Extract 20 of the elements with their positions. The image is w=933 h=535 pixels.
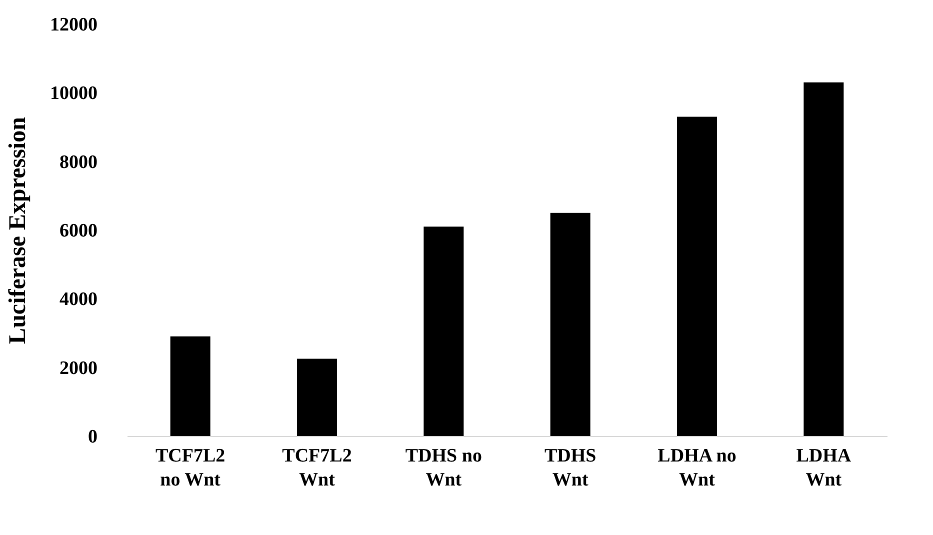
- y-tick-label: 4000: [60, 289, 98, 310]
- y-tick-label: 0: [88, 426, 98, 448]
- bar: [550, 212, 590, 436]
- bar: [170, 336, 210, 436]
- y-tick-label: 2000: [60, 358, 98, 379]
- bar: [424, 226, 464, 436]
- x-tick-label: LDHA Wnt: [796, 446, 852, 490]
- y-tick-label: 8000: [60, 152, 98, 173]
- y-tick-label: 6000: [60, 220, 98, 242]
- bar: [804, 82, 844, 436]
- x-tick-label: TDHS Wnt: [544, 446, 596, 490]
- y-tick-label: 10000: [50, 83, 98, 104]
- x-tick-label: TDHS no Wnt: [405, 446, 482, 490]
- x-tick-label: TCF7L2 no Wnt: [155, 446, 226, 490]
- x-tick-label: TCF7L2 Wnt: [282, 446, 352, 490]
- y-tick-label: 12000: [50, 14, 98, 36]
- bar: [677, 116, 717, 436]
- x-tick-label: LDHA no Wnt: [658, 446, 736, 490]
- bar: [297, 358, 337, 436]
- y-axis-title: Luciferase Expression: [5, 117, 31, 344]
